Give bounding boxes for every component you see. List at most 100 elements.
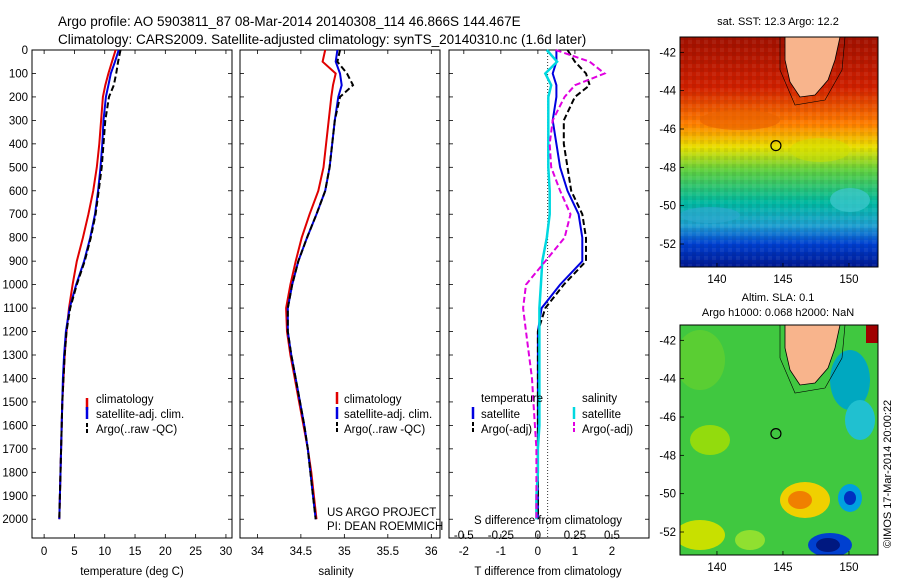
- salinity-diff-tick-label: -0.5: [454, 530, 474, 542]
- x-tick-label: 35: [338, 546, 351, 558]
- series-line-satellite-adj-clim-: [58, 49, 120, 520]
- salinity-axes: [239, 49, 441, 539]
- x-tick-label: 30: [220, 546, 233, 558]
- depth-tick-label: 1700: [2, 444, 28, 456]
- depth-tick-label: 100: [9, 68, 28, 80]
- depth-tick-label: 400: [9, 139, 28, 151]
- series-line-argo-raw-qc-: [286, 49, 355, 520]
- temperature-x-axis: 0 5 10 15 20 25 30: [41, 50, 232, 558]
- x-tick-label: 25: [189, 546, 202, 558]
- salinity-diff-tick-label: 0.5: [604, 530, 620, 542]
- depth-tick-label: 800: [9, 233, 28, 245]
- sla-title-line2: Argo h1000: 0.068 h2000: NaN: [702, 307, 854, 319]
- depth-tick-label: 300: [9, 115, 28, 127]
- imos-timestamp-label: ©IMOS 17-Mar-2014 20:00:22: [882, 400, 894, 548]
- difference-axes: [448, 49, 650, 539]
- legend-s-satellite: satellite: [582, 409, 621, 421]
- lat-tick-label: -46: [659, 412, 676, 424]
- legend-temp-header: temperature: [481, 393, 543, 405]
- salinity-series: [285, 49, 355, 520]
- depth-tick-label: 500: [9, 162, 28, 174]
- lat-tick-label: -42: [659, 335, 676, 347]
- lat-tick-label: -48: [659, 450, 676, 462]
- x-tick-label: 35.5: [377, 546, 399, 558]
- sst-map-frame: [679, 36, 879, 268]
- salinity-x-axis: 34 34.5 35 35.5 36: [251, 50, 438, 558]
- legend-s-argo: Argo(-adj): [582, 424, 633, 436]
- legend-satellite: satellite-adj. clim.: [96, 409, 184, 421]
- tasmania-land: [784, 37, 841, 98]
- temperature-xlabel: temperature (deg C): [80, 566, 184, 578]
- legend-t-argo: Argo(-adj): [481, 424, 532, 436]
- lon-tick-label: 145: [773, 562, 792, 574]
- lon-tick-label: 145: [773, 274, 792, 286]
- depth-axis: 0 100 200 300 400 500 600 700 800 900 1000 1100 1200…: [2, 45, 232, 526]
- depth-tick-label: 1900: [2, 491, 28, 503]
- x-tick-label: 0: [535, 546, 541, 558]
- difference-depth-ticks: [449, 49, 649, 520]
- sla-map-frame: [679, 324, 879, 556]
- lon-tick-label: 140: [707, 274, 726, 286]
- lat-tick-label: -50: [659, 489, 676, 501]
- salinity-depth-ticks: [240, 49, 440, 520]
- legend-argo: Argo(..raw -QC): [96, 424, 177, 436]
- difference-xlabel: T difference from climatology: [474, 566, 621, 578]
- x-tick-label: 34.5: [290, 546, 312, 558]
- sla-map: Altim. SLA: 0.1 Argo h1000: 0.068 h2000:…: [659, 292, 894, 574]
- x-tick-label: 1: [572, 546, 578, 558]
- x-tick-label: 20: [159, 546, 172, 558]
- series-line-t-argo-adj-: [536, 49, 591, 520]
- difference-panel: -2 -1 0 1 2 S difference from climatology -0…: [448, 49, 650, 578]
- depth-tick-label: 1300: [2, 350, 28, 362]
- legend-climatology: climatology: [96, 394, 154, 406]
- sst-map: sat. SST: 12.3 Argo: 12.2 -42 -44 -46 -48 -5…: [659, 16, 879, 286]
- salinity-diff-tick-label: 0.25: [564, 530, 586, 542]
- sla-title-line1: Altim. SLA: 0.1: [742, 292, 815, 304]
- sla-argo-marker: [770, 427, 782, 440]
- x-tick-label: 0: [41, 546, 47, 558]
- difference-x-axis: -2 -1 0 1 2: [459, 50, 615, 558]
- series-line-climatology: [58, 49, 117, 520]
- legend-t-satellite: satellite: [481, 409, 520, 421]
- difference-series: [522, 49, 607, 520]
- salinity-panel: 34 34.5 35 35.5 36 salinity climatology sate…: [239, 49, 443, 578]
- x-tick-label: -2: [459, 546, 469, 558]
- x-tick-label: 5: [71, 546, 77, 558]
- x-tick-label: -1: [496, 546, 506, 558]
- series-line-satellite-adj-clim-: [286, 49, 343, 520]
- depth-tick-label: 1500: [2, 397, 28, 409]
- x-tick-label: 36: [425, 546, 438, 558]
- legend-argo-sal: Argo(..raw -QC): [344, 424, 425, 436]
- depth-tick-label: 1200: [2, 327, 28, 339]
- x-tick-label: 10: [98, 546, 111, 558]
- legend-climatology-sal: climatology: [344, 394, 402, 406]
- salinity-legend: climatology satellite-adj. clim. Argo(..…: [335, 392, 432, 436]
- series-line-argo-raw-qc-: [58, 49, 122, 520]
- depth-tick-label: 1400: [2, 373, 28, 385]
- difference-legend: temperature salinity satellite Argo(-adj…: [471, 393, 633, 436]
- x-tick-label: 15: [129, 546, 142, 558]
- lon-tick-label: 140: [707, 562, 726, 574]
- difference-top-label: S difference from climatology: [474, 515, 622, 527]
- project-line2: PI: DEAN ROEMMICH: [327, 521, 443, 533]
- temperature-legend: climatology satellite-adj. clim. Argo(..…: [85, 394, 184, 436]
- depth-tick-label: 600: [9, 186, 28, 198]
- series-line-t-satellite: [536, 50, 584, 520]
- lon-tick-label: 150: [839, 274, 858, 286]
- series-line-s-satellite: [535, 49, 559, 520]
- salinity-diff-tick-label: -0.25: [488, 530, 514, 542]
- depth-tick-label: 200: [9, 92, 28, 104]
- depth-tick-label: 1800: [2, 467, 28, 479]
- project-line1: US ARGO PROJECT: [327, 507, 436, 519]
- depth-tick-label: 700: [9, 209, 28, 221]
- salinity-difference-ticks: -0.5 -0.25 0 0.25 0.5: [454, 530, 620, 542]
- figure-title-line1: Argo profile: AO 5903811_87 08-Mar-2014 …: [58, 14, 521, 29]
- legend-sal-header: salinity: [582, 393, 617, 405]
- temperature-axes: [31, 49, 233, 539]
- salinity-diff-tick-label: 0: [535, 530, 541, 542]
- depth-tick-label: 1100: [3, 303, 28, 315]
- depth-tick-label: 0: [22, 45, 28, 57]
- figure-title-line2: Climatology: CARS2009. Satellite-adjuste…: [58, 32, 586, 47]
- lat-tick-label: -42: [659, 47, 676, 59]
